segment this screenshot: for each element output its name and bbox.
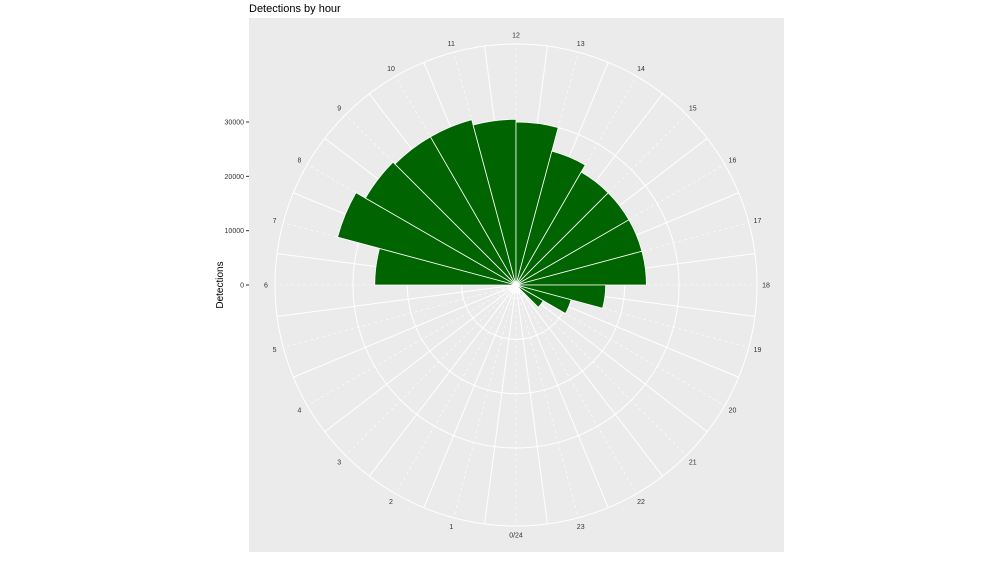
bar-hour-13 [515, 150, 586, 286]
grid-spoke-minor [515, 284, 637, 494]
hour-label: 12 [512, 33, 520, 40]
hour-label: 18 [762, 283, 770, 290]
grid-spoke-minor [307, 284, 517, 406]
hour-label: 15 [689, 106, 697, 113]
hour-label: 23 [577, 524, 585, 531]
hour-label: 14 [637, 66, 645, 73]
hour-label: 2 [389, 499, 393, 506]
y-tick-label: 0 [240, 283, 244, 290]
grid-spoke [515, 284, 708, 433]
grid-spoke-minor [515, 284, 725, 406]
hour-label: 3 [337, 459, 341, 466]
hour-label: 11 [448, 41, 455, 48]
bar-hour-7 [337, 192, 517, 286]
grid-spoke [515, 284, 609, 508]
bars-layer [337, 118, 647, 315]
hour-labels: 0/24123456789101112131415161718192021222… [264, 33, 770, 540]
hour-label: 0/24 [509, 533, 523, 540]
bar-hour-20 [515, 284, 544, 308]
y-tick-label: 20000 [225, 174, 245, 181]
hour-label: 5 [273, 347, 277, 354]
y-axis: 0 10000 20000 30000 [225, 120, 249, 290]
grid-spoke [293, 284, 517, 378]
hour-label: 21 [689, 459, 697, 466]
grid-spoke [368, 284, 517, 477]
grid-spoke-minor [453, 284, 517, 518]
grid-spoke [515, 284, 664, 477]
hour-label: 22 [637, 499, 645, 506]
hour-label: 6 [264, 283, 268, 290]
hour-label: 9 [337, 106, 341, 113]
hour-label: 16 [729, 158, 737, 165]
hour-label: 8 [298, 158, 302, 165]
grid-spoke-minor [283, 284, 517, 348]
grid-spoke [515, 284, 548, 525]
bar-hour-8 [364, 161, 517, 286]
grid-spoke-minor [515, 284, 749, 348]
hour-label: 13 [577, 41, 585, 48]
hour-label: 10 [387, 66, 395, 73]
y-tick-label: 10000 [225, 228, 245, 235]
grid-spoke [324, 284, 517, 433]
y-axis-label: Detections [215, 261, 226, 308]
hour-label: 20 [729, 408, 737, 415]
grid-spoke [276, 284, 517, 317]
hour-label: 17 [754, 218, 762, 225]
chart-title: Detections by hour [249, 3, 341, 15]
hour-label: 19 [754, 347, 762, 354]
grid-spoke-minor [395, 284, 517, 494]
grid-spoke [423, 284, 517, 508]
grid-spoke-minor [345, 284, 517, 456]
hour-label: 7 [273, 218, 277, 225]
bar-hour-10 [429, 119, 517, 286]
grid-spoke-minor [515, 284, 579, 518]
bar-hour-17 [515, 250, 647, 286]
bar-hour-11 [472, 118, 517, 286]
hour-label: 1 [449, 524, 453, 531]
y-tick-label: 30000 [225, 120, 245, 127]
grid-spoke [484, 284, 517, 525]
hour-label: 4 [298, 408, 302, 415]
grid-spoke-minor [515, 284, 687, 456]
bar-hour-19 [515, 284, 572, 315]
